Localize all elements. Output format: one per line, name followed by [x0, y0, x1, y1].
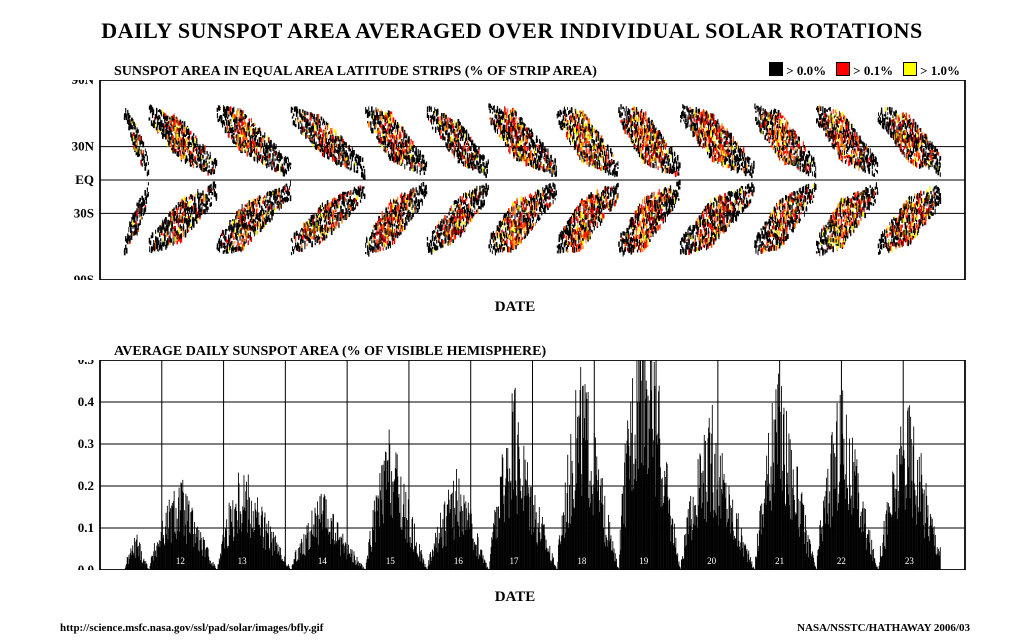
page-title: DAILY SUNSPOT AREA AVERAGED OVER INDIVID… — [0, 18, 1024, 44]
butterfly-chart: 90N30NEQ30S90S18701880189019001910192019… — [60, 80, 970, 280]
svg-text:EQ: EQ — [75, 172, 94, 187]
area-chart: 0.00.10.20.30.40.51870188018901900191019… — [60, 360, 970, 570]
footer-url: http://science.msfc.nasa.gov/ssl/pad/sol… — [60, 622, 323, 634]
svg-text:30N: 30N — [72, 139, 95, 154]
area-panel: AVERAGE DAILY SUNSPOT AREA (% OF VISIBLE… — [60, 360, 970, 570]
footer-credit: NASA/NSSTC/HATHAWAY 2006/03 — [797, 622, 970, 634]
x-axis-label-bottom: DATE — [60, 589, 970, 606]
butterfly-panel: SUNSPOT AREA IN EQUAL AREA LATITUDE STRI… — [60, 80, 970, 280]
svg-text:30S: 30S — [74, 205, 94, 220]
butterfly-legend: > 0.0%> 0.1%> 1.0% — [759, 62, 960, 79]
butterfly-title: SUNSPOT AREA IN EQUAL AREA LATITUDE STRI… — [110, 64, 601, 80]
svg-text:90N: 90N — [72, 80, 95, 87]
svg-text:90S: 90S — [74, 272, 94, 280]
area-title: AVERAGE DAILY SUNSPOT AREA (% OF VISIBLE… — [110, 344, 550, 360]
x-axis-label-top: DATE — [60, 299, 970, 316]
